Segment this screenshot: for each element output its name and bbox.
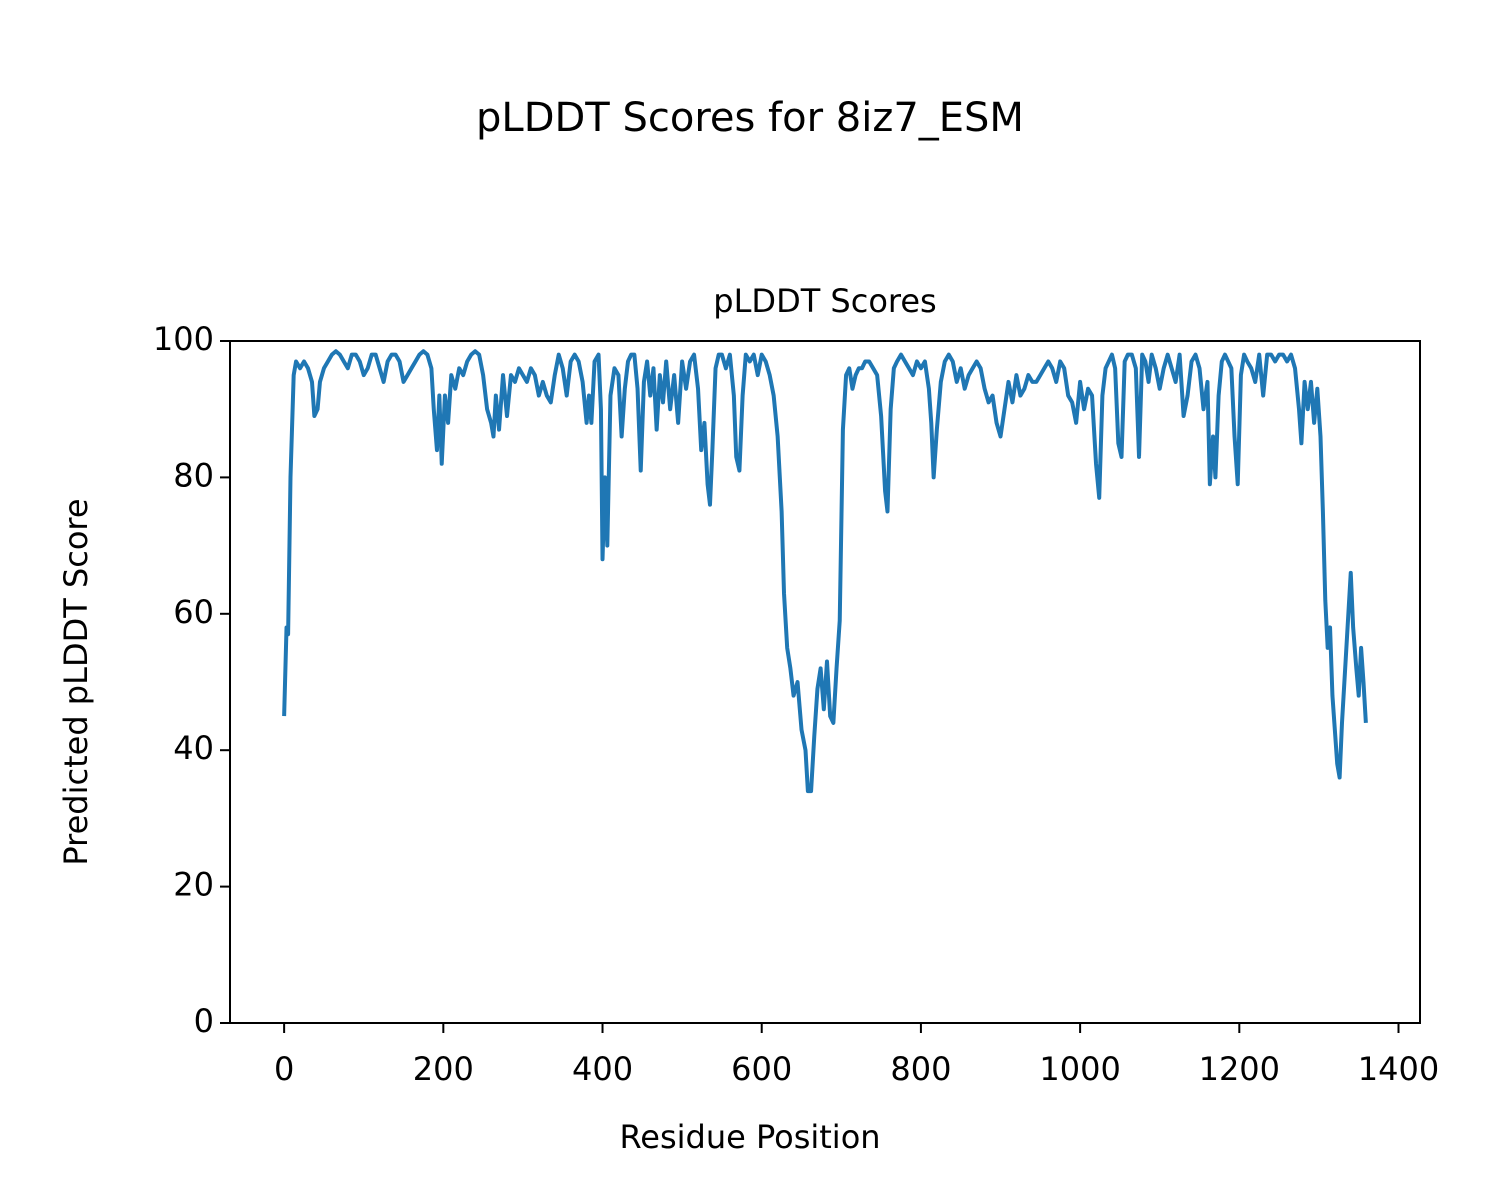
y-tick-label: 100 <box>153 320 214 358</box>
chart-subtitle: pLDDT Scores <box>713 282 936 320</box>
x-axis-label: Residue Position <box>619 1118 880 1156</box>
y-tick-label: 60 <box>173 593 214 631</box>
y-axis-label: Predicted pLDDT Score <box>57 498 95 865</box>
y-tick-label: 0 <box>194 1002 214 1040</box>
x-tick-label: 600 <box>731 1050 792 1088</box>
plot-frame <box>229 340 1421 1024</box>
x-tick-label: 0 <box>274 1050 294 1088</box>
y-tick-label: 40 <box>173 729 214 767</box>
x-tick-label: 200 <box>413 1050 474 1088</box>
x-tick-label: 1000 <box>1039 1050 1120 1088</box>
y-tick-label: 80 <box>173 456 214 494</box>
x-tick-label: 1200 <box>1199 1050 1280 1088</box>
chart-title: pLDDT Scores for 8iz7_ESM <box>476 95 1024 141</box>
x-tick-label: 800 <box>890 1050 951 1088</box>
y-tick-label: 20 <box>173 866 214 904</box>
data-line <box>282 349 1368 794</box>
x-tick-label: 400 <box>572 1050 633 1088</box>
x-tick-label: 1400 <box>1358 1050 1439 1088</box>
